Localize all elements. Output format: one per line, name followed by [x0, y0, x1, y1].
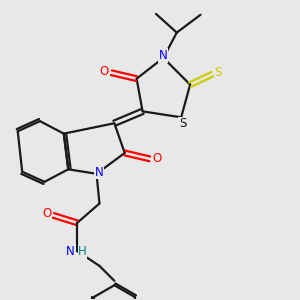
Text: N: N	[66, 244, 75, 258]
Text: S: S	[179, 117, 186, 130]
Text: N: N	[94, 166, 103, 179]
Text: O: O	[152, 152, 161, 165]
Text: H: H	[78, 245, 87, 258]
Text: O: O	[99, 65, 109, 78]
Text: O: O	[42, 207, 52, 220]
Text: N: N	[159, 49, 168, 62]
Text: S: S	[215, 66, 222, 79]
